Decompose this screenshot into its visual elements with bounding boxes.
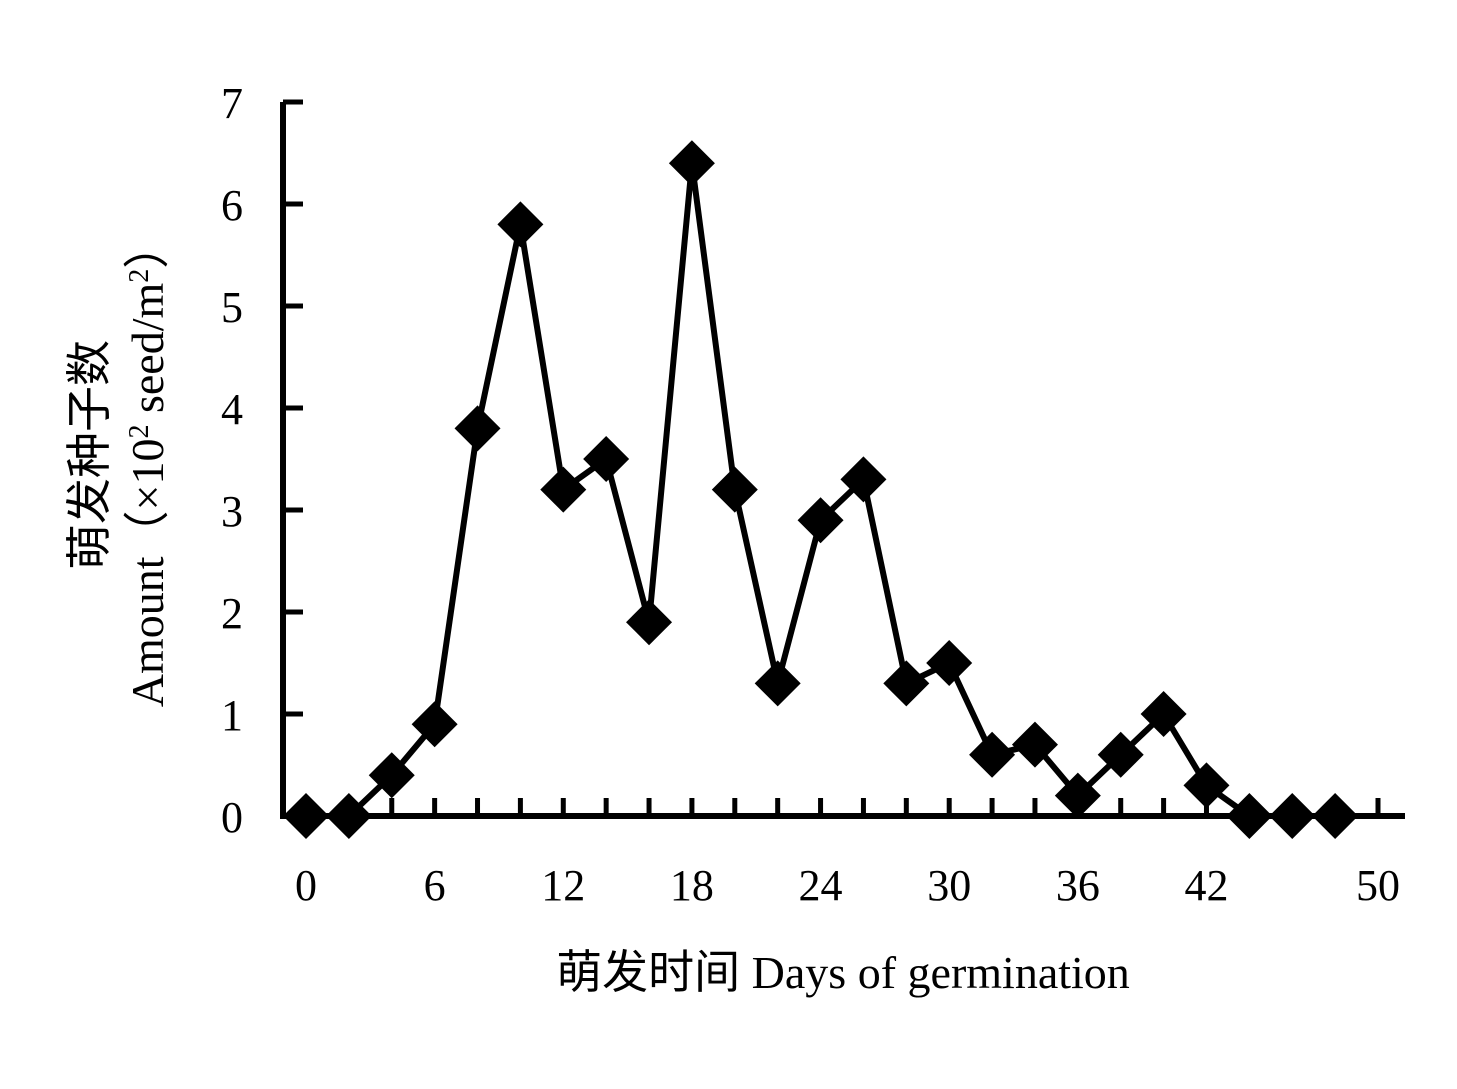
data-point-diamond (797, 497, 844, 544)
data-point-diamond (969, 731, 1016, 778)
data-point-diamond (626, 599, 673, 646)
data-point-diamond (926, 640, 973, 686)
data-point-diamond (1183, 762, 1230, 809)
data-point-diamond (283, 793, 329, 839)
data-point-diamond (1097, 731, 1144, 778)
x-tick-label: 0 (295, 861, 317, 910)
y-axis-title-cn: 萌发种子数 (64, 340, 115, 570)
x-tick-label: 6 (424, 861, 446, 910)
data-point-diamond (497, 201, 544, 248)
data-point-diamond (840, 456, 887, 503)
data-point-diamond (883, 660, 930, 707)
y-tick-label: 1 (221, 691, 243, 740)
data-point-diamond (711, 466, 758, 513)
data-point-diamond (754, 660, 801, 707)
data-point-diamond (1011, 721, 1058, 768)
data-point-diamond (1226, 793, 1273, 839)
y-tick-label: 5 (221, 283, 243, 332)
data-point-diamond (540, 466, 587, 513)
y-tick-label: 3 (221, 487, 243, 536)
x-tick-label: 30 (927, 861, 971, 910)
x-tick-label: 24 (799, 861, 843, 910)
data-point-diamond (1140, 691, 1187, 737)
y-tick-label: 0 (221, 793, 243, 842)
y-tick-label: 4 (221, 385, 243, 434)
data-point-diamond (368, 752, 415, 799)
y-axis-title: Amount（×102 seed/m2） 萌发种子数 (64, 223, 173, 708)
x-axis-title: 萌发时间 Days of germination (556, 947, 1130, 998)
x-tick-label: 18 (670, 861, 714, 910)
data-point-diamond (454, 405, 501, 452)
data-point-diamond (583, 436, 630, 482)
data-point-diamond (668, 140, 715, 187)
data-point-diamond (411, 701, 458, 748)
data-point-diamond (1054, 772, 1101, 819)
data-point-diamond (1269, 793, 1316, 839)
x-tick-label: 50 (1356, 861, 1400, 910)
x-tick-label: 12 (541, 861, 585, 910)
y-tick-label: 6 (221, 181, 243, 230)
y-axis-title-en: Amount（×102 seed/m2） (122, 223, 173, 708)
y-tick-label: 2 (221, 589, 243, 638)
x-tick-label: 36 (1056, 861, 1100, 910)
data-point-diamond (1312, 793, 1359, 839)
y-tick-label: 7 (221, 79, 243, 128)
data-point-diamond (325, 793, 372, 839)
x-tick-label: 42 (1184, 861, 1228, 910)
